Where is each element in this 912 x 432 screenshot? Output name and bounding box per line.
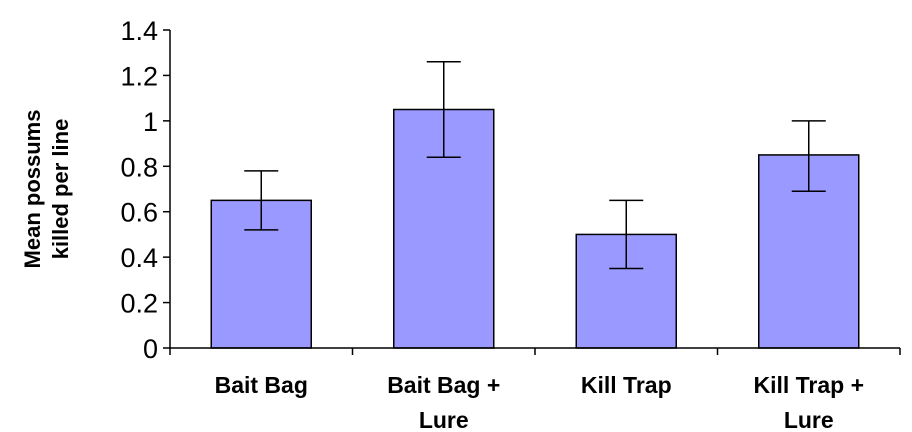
x-category-label: Bait Bag +: [387, 372, 500, 398]
y-tick-label: 0.4: [120, 243, 158, 273]
y-axis-ticks: 0 0.2 0.4 0.6 0.8 1 1.2 1.4: [120, 16, 170, 364]
y-tick-label: 0.2: [120, 289, 158, 319]
x-category-label: Bait Bag: [215, 372, 308, 398]
x-category-label: Lure: [419, 407, 469, 432]
y-axis-title: Mean possums killed per line: [20, 110, 73, 269]
x-category-label: Lure: [784, 407, 834, 432]
x-category-label: Kill Trap +: [753, 372, 864, 398]
axes: [169, 30, 901, 355]
error-bars: [244, 61, 826, 270]
y-axis-title-line-2: killed per line: [48, 119, 73, 260]
y-axis-title-line-1: Mean possums: [20, 110, 45, 269]
y-tick-label: 0.6: [120, 198, 158, 228]
x-category-label: Kill Trap: [581, 372, 672, 398]
y-tick-label: 0: [143, 334, 158, 364]
y-tick-label: 1.2: [120, 61, 158, 91]
bar: [758, 154, 860, 349]
y-tick-label: 1.4: [120, 16, 158, 46]
x-axis-categories: Bait Bag Bait Bag + Lure Kill Trap Kill Trap…: [215, 372, 864, 432]
bars: [210, 108, 860, 349]
y-tick-label: 0.8: [120, 152, 158, 182]
y-tick-label: 1: [143, 107, 158, 137]
